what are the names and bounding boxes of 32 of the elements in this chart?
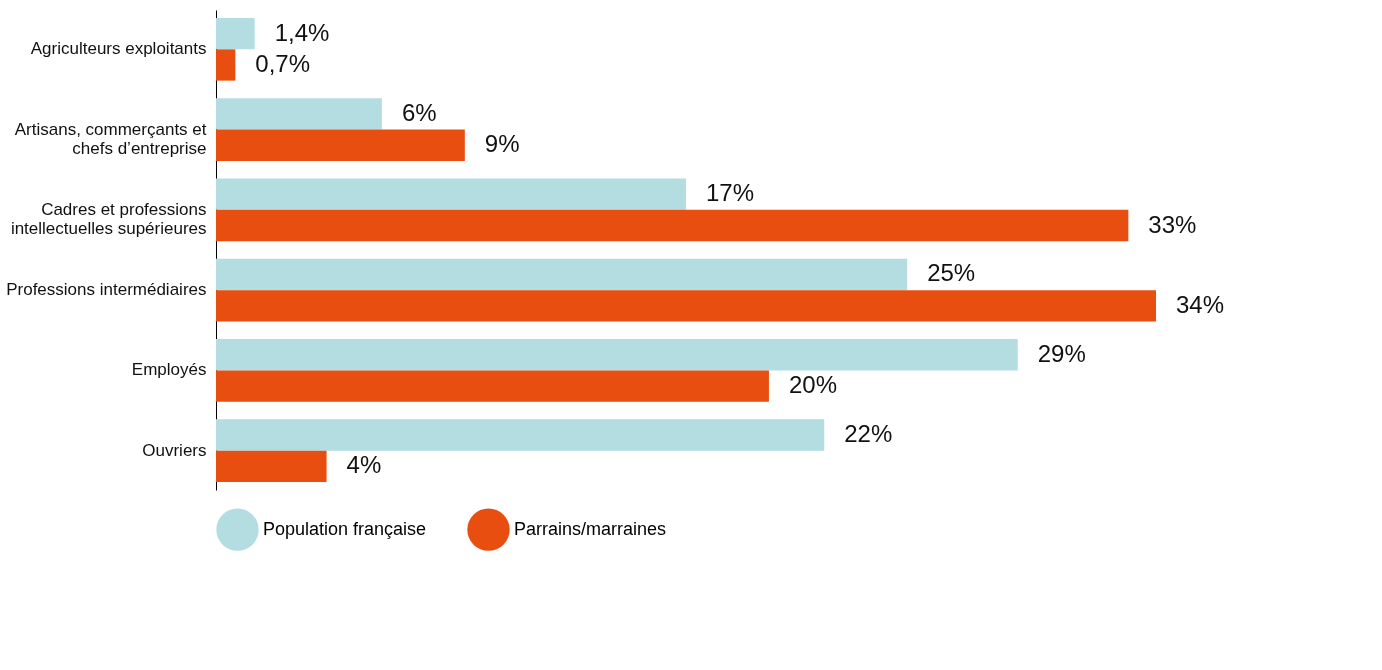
data-label: 33% [1148, 210, 1197, 238]
bar [216, 290, 1156, 322]
data-label: 9% [484, 130, 520, 158]
data-label: 20% [788, 371, 837, 399]
data-label: 34% [1176, 290, 1225, 318]
data-label: 1,4% [274, 18, 330, 46]
y-tick-label: Artisans, commerçants et chefs d’entreprise [14, 119, 207, 158]
data-label: 6% [401, 98, 437, 126]
bar [216, 339, 1018, 371]
data-label: 29% [1037, 339, 1086, 367]
y-tick-label: Cadres et professions intellectuelles supérieures [10, 199, 207, 238]
bar [216, 370, 769, 402]
legend-label: Parrains/marraines [514, 518, 667, 539]
y-tick-label: Ouvriers [142, 440, 207, 460]
legend-label: Population française [263, 518, 427, 539]
data-label: 25% [927, 259, 976, 287]
bar [216, 98, 382, 130]
bar [216, 419, 825, 451]
bar [216, 450, 327, 482]
bar [216, 209, 1129, 242]
bar [216, 129, 465, 161]
data-label: 17% [706, 179, 755, 207]
data-label: 22% [844, 420, 893, 448]
y-tick-label: Employés [131, 360, 207, 380]
y-tick-label: Professions intermédiaires [6, 280, 207, 300]
data-label: 4% [346, 451, 382, 479]
bar [216, 258, 908, 291]
bar [216, 178, 686, 210]
bar [216, 18, 255, 50]
y-tick-label: Agriculteurs exploitants [30, 39, 207, 59]
bar [216, 49, 236, 81]
data-label: 0,7% [255, 49, 311, 77]
